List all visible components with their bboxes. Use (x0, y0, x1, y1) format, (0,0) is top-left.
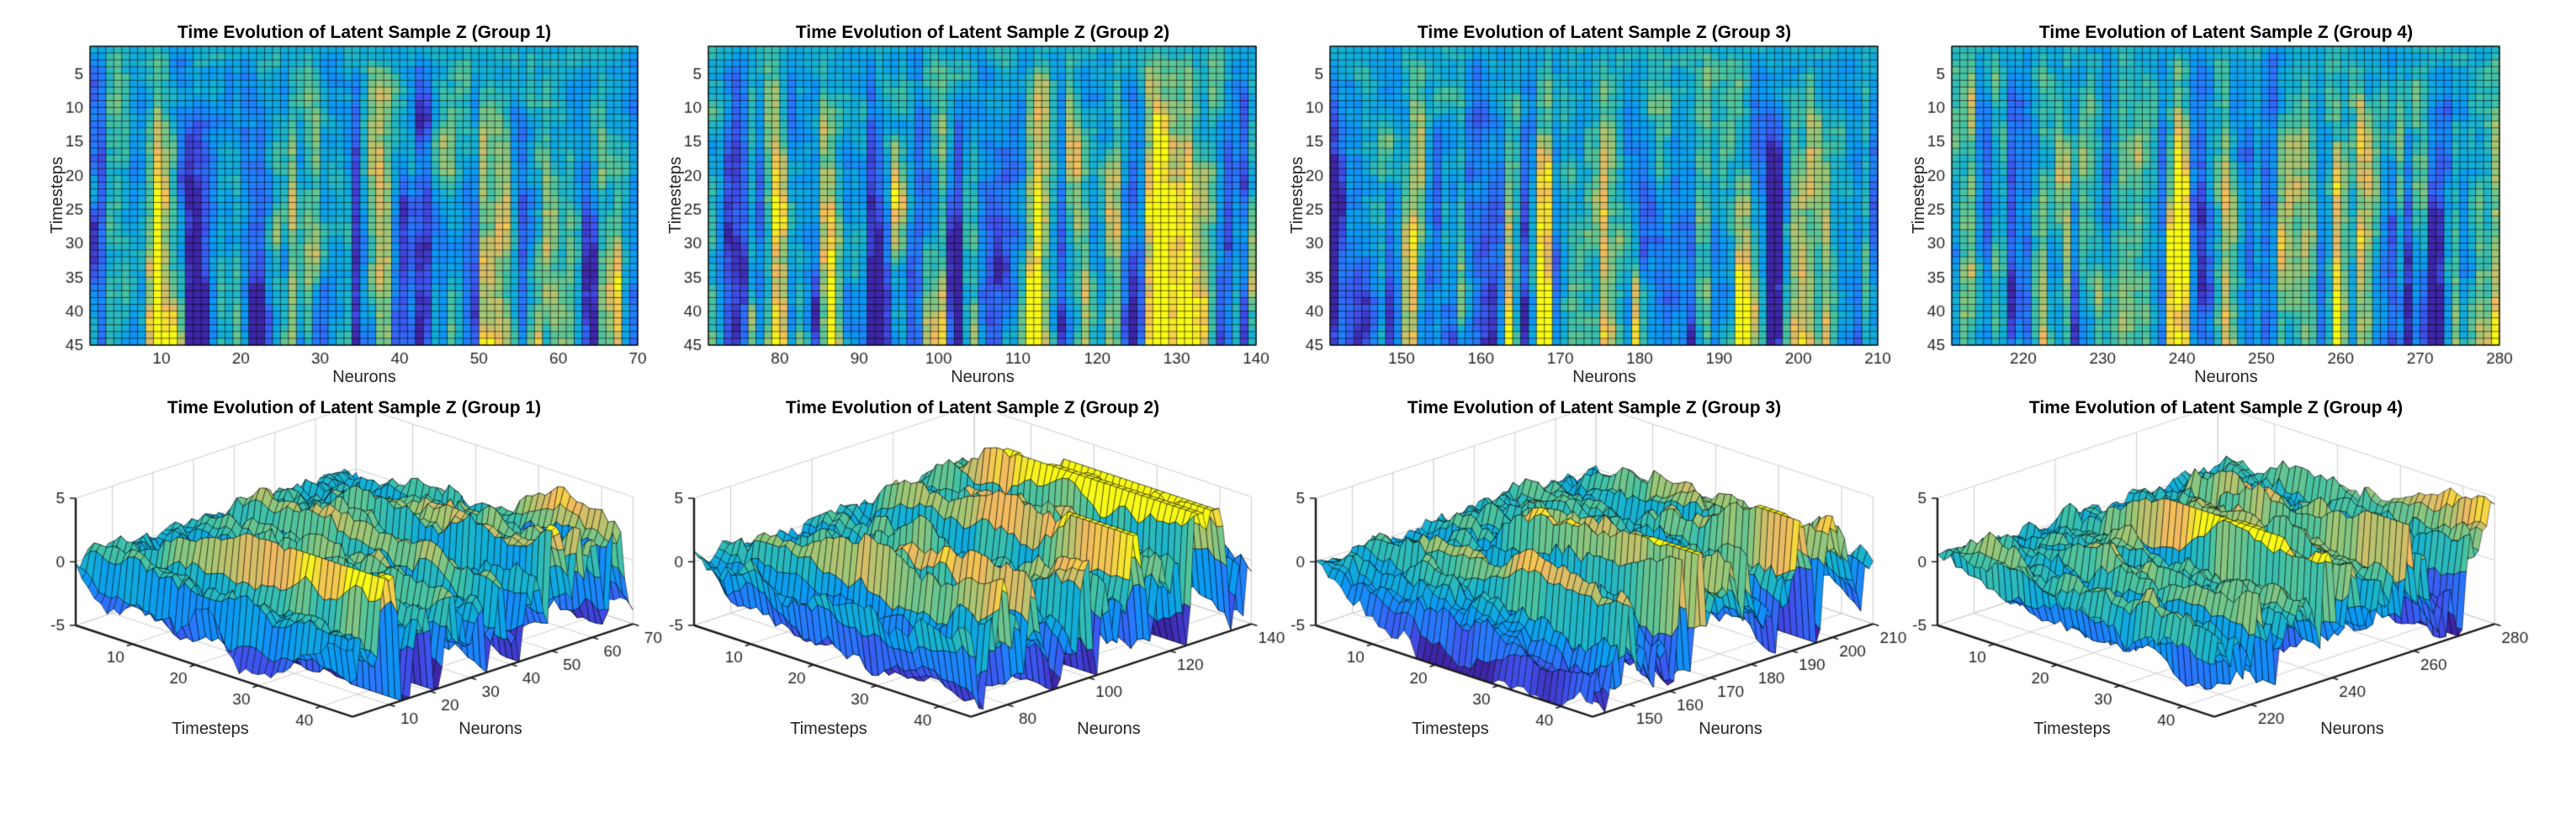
surface-neurons-label-group-4: Neurons (2320, 720, 2384, 738)
surface-title-group-3: Time Evolution of Latent Sample Z (Group… (1407, 398, 1782, 417)
heatmap-xlabel-group-3: Neurons (1572, 368, 1636, 386)
surface-title-group-4: Time Evolution of Latent Sample Z (Group… (2028, 398, 2404, 417)
surface-neurons-label-group-2: Neurons (1077, 720, 1141, 738)
surface-timesteps-label-group-2: Timesteps (790, 720, 867, 738)
heatmap-title-group-4: Time Evolution of Latent Sample Z (Group… (2038, 23, 2414, 42)
surface-title-group-2: Time Evolution of Latent Sample Z (Group… (785, 398, 1160, 417)
heatmap-ylabel-group-3: Timesteps (1288, 157, 1307, 234)
heatmap-ylabel-group-4: Timesteps (1910, 157, 1928, 234)
surface-neurons-label-group-3: Neurons (1699, 720, 1762, 738)
heatmap-title-group-3: Time Evolution of Latent Sample Z (Group… (1417, 23, 1792, 42)
heatmap-xlabel-group-4: Neurons (2194, 368, 2258, 386)
heatmap-title-group-1: Time Evolution of Latent Sample Z (Group… (177, 23, 552, 42)
heatmap-title-group-2: Time Evolution of Latent Sample Z (Group… (795, 23, 1170, 42)
heatmap-ylabel-group-1: Timesteps (48, 157, 66, 234)
heatmap-xlabel-group-1: Neurons (332, 368, 396, 386)
surface-timesteps-label-group-4: Timesteps (2033, 720, 2111, 738)
surface-title-group-1: Time Evolution of Latent Sample Z (Group… (167, 398, 542, 417)
surface-neurons-label-group-1: Neurons (458, 720, 522, 738)
surface-timesteps-label-group-1: Timesteps (172, 720, 249, 738)
surface-timesteps-label-group-3: Timesteps (1412, 720, 1489, 738)
heatmap-xlabel-group-2: Neurons (951, 368, 1015, 386)
heatmap-ylabel-group-2: Timesteps (666, 157, 685, 234)
